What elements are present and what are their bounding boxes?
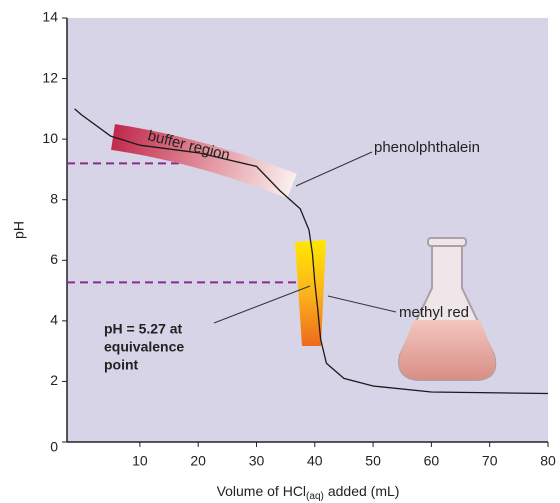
x-tick-label: 20 bbox=[190, 453, 206, 469]
x-tick-label: 70 bbox=[482, 453, 498, 469]
annotation: methyl red bbox=[399, 304, 469, 321]
y-tick-label: 0 bbox=[50, 439, 58, 455]
annotation: phenolphthalein bbox=[374, 139, 480, 156]
x-tick-label: 10 bbox=[132, 453, 148, 469]
y-tick-label: 8 bbox=[50, 190, 58, 206]
y-tick-label: 2 bbox=[50, 372, 58, 388]
y-tick-label: 12 bbox=[42, 69, 58, 85]
x-tick-label: 40 bbox=[307, 453, 323, 469]
x-tick-label: 60 bbox=[424, 453, 440, 469]
x-tick-label: 30 bbox=[249, 453, 265, 469]
y-tick-label: 14 bbox=[42, 9, 58, 25]
y-axis-label: pH bbox=[11, 221, 27, 239]
y-tick-label: 10 bbox=[42, 130, 58, 146]
annotation: point bbox=[104, 357, 139, 373]
x-axis-label: Volume of HCl(aq) added (mL) bbox=[217, 483, 400, 502]
x-tick-label: 50 bbox=[365, 453, 381, 469]
y-tick-label: 4 bbox=[50, 312, 58, 328]
phenolphthalein-band bbox=[111, 124, 297, 199]
annotation: equivalence bbox=[104, 339, 184, 355]
titration-curve bbox=[74, 108, 549, 395]
leader-line bbox=[327, 295, 397, 313]
y-tick-label: 6 bbox=[50, 251, 58, 267]
flask bbox=[398, 237, 497, 381]
leader-line bbox=[213, 285, 311, 324]
leader-line bbox=[295, 151, 373, 187]
annotation: pH = 5.27 at bbox=[104, 321, 183, 337]
x-tick-label: 80 bbox=[540, 453, 556, 469]
